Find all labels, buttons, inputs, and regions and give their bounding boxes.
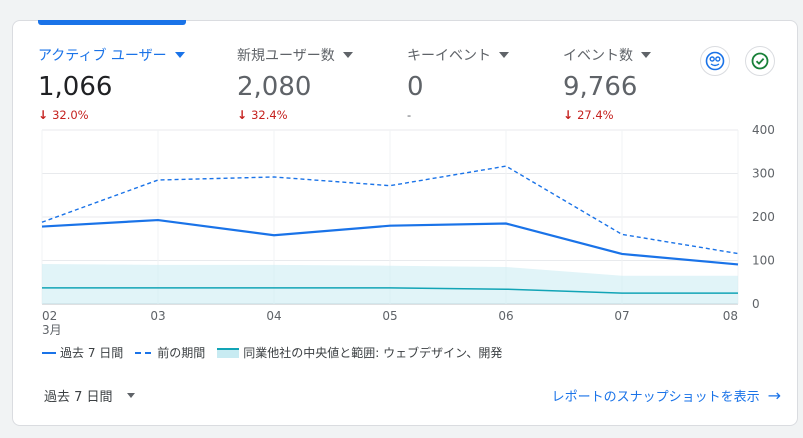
- metric-event-count[interactable]: イベント数 9,766 ↓ 27.4%: [563, 44, 651, 123]
- arrow-down-icon: ↓: [38, 108, 49, 122]
- y-tick-label: 200: [752, 210, 775, 224]
- metric-change: -: [407, 108, 412, 122]
- chevron-down-icon[interactable]: [174, 52, 185, 58]
- metric-value: 9,766: [563, 72, 638, 102]
- legend-previous: 前の期間: [135, 344, 205, 361]
- x-tick-sublabel: 3月: [42, 323, 62, 337]
- report-link-label: レポートのスナップショットを表示: [551, 390, 760, 405]
- overview-card: [12, 20, 798, 426]
- arrow-right-icon: →: [767, 386, 781, 405]
- x-tick-label: 05: [382, 309, 397, 323]
- metric-label: キーイベント: [407, 48, 491, 64]
- legend-swatch-band: [217, 347, 240, 358]
- legend-swatch-solid: [42, 351, 56, 354]
- current-period-line: [41, 218, 739, 266]
- legend-label: 前の期間: [157, 346, 206, 360]
- metric-label: アクティブ ユーザー: [38, 48, 167, 64]
- metric-value: 2,080: [237, 72, 312, 102]
- chart-legend: 過去 7 日間 前の期間 同業他社の中央値と範囲: ウェブデザイン、開発: [42, 344, 514, 361]
- insights-button[interactable]: [700, 46, 730, 76]
- y-tick-label: 400: [752, 123, 775, 137]
- view-report-link[interactable]: レポートのスナップショットを表示 →: [552, 386, 781, 405]
- metric-key-events[interactable]: キーイベント 0 -: [407, 44, 509, 123]
- check-circle-icon: [751, 52, 769, 70]
- legend-benchmark: 同業他社の中央値と範囲: ウェブデザイン、開発: [217, 344, 502, 361]
- chevron-down-icon[interactable]: [342, 52, 353, 58]
- arrow-down-icon: ↓: [563, 108, 574, 122]
- metric-active-users[interactable]: アクティブ ユーザー 1,066 ↓ 32.0%: [38, 44, 185, 123]
- metric-new-users[interactable]: 新規ユーザー数 2,080 ↓ 32.4%: [237, 44, 353, 123]
- metric-label: イベント数: [563, 48, 633, 64]
- active-tab-indicator: [38, 20, 186, 25]
- chevron-down-icon: [126, 393, 135, 398]
- x-tick-label: 02: [42, 309, 57, 323]
- insights-icon: [705, 51, 725, 71]
- y-tick-label: 300: [752, 167, 775, 181]
- arrow-down-icon: ↓: [237, 108, 248, 122]
- metric-label: 新規ユーザー数: [237, 48, 335, 64]
- chevron-down-icon[interactable]: [641, 52, 651, 58]
- metric-change: 32.4%: [251, 108, 288, 122]
- date-range-label: 過去 7 日間: [44, 390, 113, 405]
- x-tick-label: 03: [150, 309, 165, 323]
- benchmark-range-area: [42, 263, 738, 304]
- date-range-dropdown[interactable]: 過去 7 日間: [44, 386, 135, 405]
- x-tick-label: 04: [266, 309, 281, 323]
- chevron-down-icon[interactable]: [499, 52, 509, 58]
- y-tick-label: 0: [752, 297, 760, 311]
- y-tick-label: 100: [752, 254, 775, 268]
- metric-value: 1,066: [38, 72, 113, 102]
- metric-change: 32.0%: [52, 108, 89, 122]
- legend-current: 過去 7 日間: [42, 344, 123, 361]
- legend-label: 過去 7 日間: [60, 346, 124, 360]
- metric-value: 0: [407, 72, 424, 102]
- status-button[interactable]: [745, 46, 775, 76]
- x-tick-label: 07: [614, 309, 629, 323]
- legend-swatch-dashed: [135, 351, 152, 354]
- x-tick-label: 06: [498, 309, 513, 323]
- x-tick-label: 08: [723, 309, 738, 323]
- metric-change: 27.4%: [577, 108, 614, 122]
- benchmark-median-line: [42, 287, 738, 294]
- legend-label: 同業他社の中央値と範囲: ウェブデザイン、開発: [243, 346, 503, 360]
